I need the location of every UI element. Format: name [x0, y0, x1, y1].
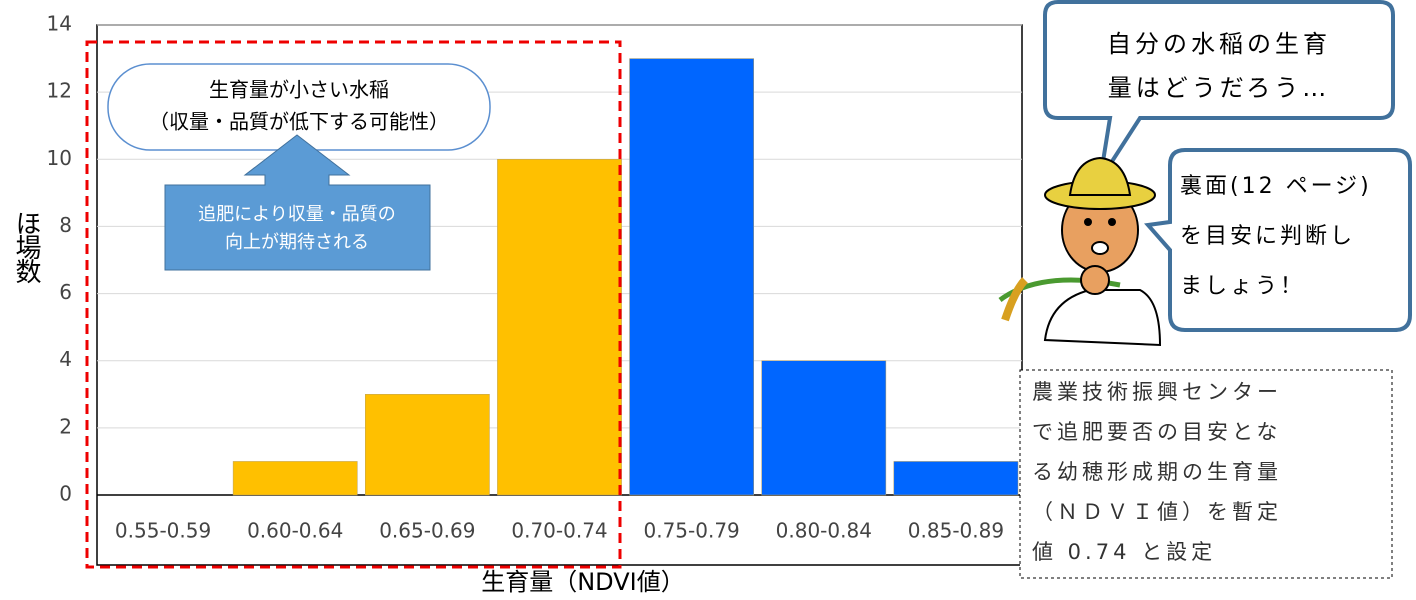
y-axis-title: ほ場数 — [11, 210, 41, 282]
x-axis-title: 生育量（NDVI値） — [481, 568, 685, 596]
y-tick-label: 0 — [59, 482, 72, 506]
annotation-text: 向上が期待される — [225, 232, 369, 253]
y-tick-label: 12 — [47, 79, 72, 103]
annotation-text: 裏面(12 ページ) — [1180, 174, 1372, 199]
y-tick-label: 4 — [59, 347, 72, 371]
x-tick-label: 0.75-0.79 — [644, 519, 740, 543]
annotation-text: 自分の水稲の生育 — [1107, 30, 1331, 58]
bar — [365, 394, 490, 496]
y-tick-label: 8 — [59, 213, 72, 237]
arrow-box — [164, 134, 431, 271]
x-tick-label: 0.80-0.84 — [776, 519, 872, 543]
annotation-text: 量はどうだろう… — [1108, 74, 1331, 102]
farmer-illustration — [998, 156, 1162, 347]
bars — [232, 58, 1019, 496]
annotation-text: 追肥により収量・品質の — [198, 204, 396, 225]
bar — [893, 461, 1019, 496]
annotation-text: ましょう！ — [1180, 274, 1305, 299]
y-tick-label: 10 — [47, 146, 72, 170]
annotation-text: 生育量が小さい水稲 — [209, 78, 389, 102]
bar — [497, 159, 622, 496]
annotation-text: で追肥要否の目安とな — [1032, 420, 1281, 444]
annotation-text: （収量・品質が低下する可能性） — [149, 110, 449, 134]
bar — [629, 58, 754, 496]
annotation-text: 値 0.74 と設定 — [1032, 540, 1216, 564]
x-tick-label: 0.85-0.89 — [908, 519, 1004, 543]
y-tick-label: 14 — [47, 12, 72, 36]
x-tick-label: 0.55-0.59 — [115, 519, 211, 543]
annotations: 生育量が小さい水稲 （収量・品質が低下する可能性） 追肥により収量・品質の向上が期待… — [149, 30, 1372, 564]
annotation-text: 農業技術振興センター — [1032, 380, 1282, 404]
annotation-text: る幼穂形成期の生育量 — [1032, 460, 1282, 484]
x-tick-label: 0.70-0.74 — [511, 519, 607, 543]
speech-bubble — [1144, 148, 1412, 332]
y-tick-label: 6 — [59, 280, 72, 304]
x-tick-label: 0.65-0.69 — [379, 519, 475, 543]
y-tick-label: 2 — [59, 414, 72, 438]
speech-bubble — [1043, 0, 1395, 182]
bar — [232, 461, 358, 496]
note-box — [1019, 369, 1393, 579]
x-tick-label: 0.60-0.64 — [247, 519, 343, 543]
annotation-text: を目安に判断し — [1180, 224, 1355, 249]
bar — [761, 360, 887, 496]
annotation-text: （ＮＤＶＩ値）を暫定 — [1032, 500, 1282, 524]
